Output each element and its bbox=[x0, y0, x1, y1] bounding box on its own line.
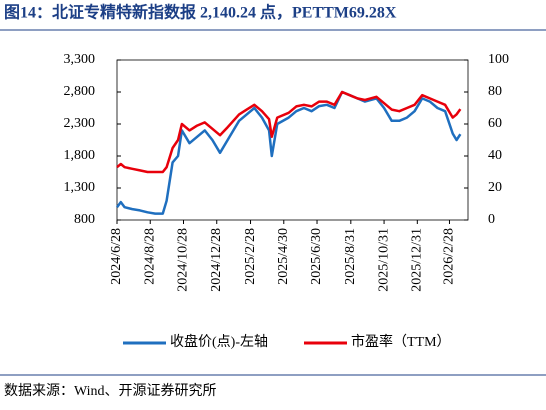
x-tick-label: 2025/2/28 bbox=[243, 228, 258, 285]
y2-tick-label: 100 bbox=[488, 52, 509, 67]
chart-title: 图14：北证专精特新指数报 2,140.24 点，PETTM69.28X bbox=[4, 3, 397, 22]
y-tick-label: 2,300 bbox=[64, 116, 96, 131]
y2-tick-label: 60 bbox=[488, 116, 502, 131]
y2-tick-label: 0 bbox=[488, 212, 495, 227]
series-line bbox=[116, 90, 462, 174]
legend-label: 收盘价(点)-左轴 bbox=[170, 333, 268, 350]
x-tick-label: 2024/12/28 bbox=[209, 228, 224, 292]
x-tick-label: 2025/12/31 bbox=[410, 228, 425, 292]
source: 数据来源：Wind、开源证券研究所 bbox=[4, 383, 217, 399]
y2-tick-label: 20 bbox=[488, 180, 502, 195]
plot-frame bbox=[116, 59, 469, 221]
y-tick-label: 1,800 bbox=[64, 148, 96, 163]
y2-tick-label: 40 bbox=[488, 148, 502, 163]
series-line bbox=[115, 90, 462, 215]
x-tick-label: 2025/4/30 bbox=[276, 228, 291, 285]
x-tick-label: 2024/10/28 bbox=[176, 228, 191, 292]
legend-label: 市盈率（TTM） bbox=[351, 333, 451, 350]
x-tick-label: 2025/8/31 bbox=[343, 228, 358, 285]
x-tick-label: 2024/6/28 bbox=[109, 228, 124, 285]
y-tick-label: 3,300 bbox=[64, 52, 96, 67]
y-tick-label: 2,800 bbox=[64, 84, 96, 99]
x-tick-label: 2025/10/31 bbox=[376, 228, 391, 292]
x-tick-label: 2024/8/28 bbox=[142, 228, 157, 285]
y-tick-label: 800 bbox=[74, 212, 95, 227]
y-tick-label: 1,300 bbox=[64, 180, 96, 195]
x-tick-label: 2025/6/30 bbox=[309, 228, 324, 285]
x-tick-label: 2026/2/28 bbox=[442, 228, 457, 285]
y2-tick-label: 80 bbox=[488, 84, 502, 99]
